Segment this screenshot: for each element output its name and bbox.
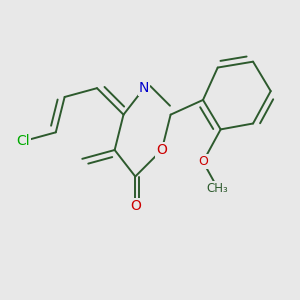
Text: Cl: Cl [16,134,30,148]
Text: N: N [139,81,149,95]
Text: CH₃: CH₃ [207,182,229,195]
Text: O: O [130,199,141,213]
Text: O: O [198,155,208,168]
Text: O: O [156,143,167,157]
